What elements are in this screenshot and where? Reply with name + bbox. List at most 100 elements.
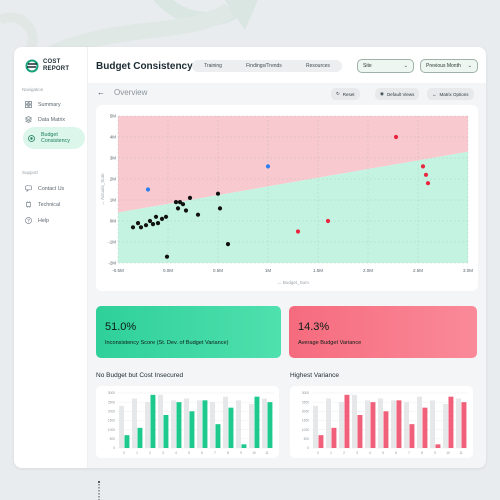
x-tick-label: 6	[201, 451, 203, 455]
tab-resources[interactable]: Resources	[305, 63, 330, 69]
bar-value	[344, 394, 350, 448]
bar-value	[228, 407, 234, 448]
tab-findings-trends[interactable]: Findings/Trends	[246, 63, 282, 69]
matrix-options-label: Matrix Options	[439, 91, 469, 97]
sidebar: COST REPORT Navigation Summary Data Matr…	[14, 47, 88, 468]
tab-bar: Training Findings/Trends Resources	[192, 60, 342, 72]
bar-value	[176, 402, 182, 448]
bar-background	[404, 402, 409, 448]
sidebar-item-contact-us[interactable]: Contact Us	[20, 181, 82, 196]
y-tick-label: 4M	[110, 135, 117, 140]
y-tick-label: 1000	[302, 428, 309, 432]
arrow-left-icon[interactable]: ←	[97, 88, 105, 97]
x-tick-label: 7	[214, 451, 216, 455]
data-point	[135, 221, 141, 226]
bar-value	[435, 444, 441, 448]
x-tick-label: 2	[149, 451, 151, 455]
sidebar-item-data-matrix[interactable]: Data Matrix	[20, 112, 82, 127]
circle-check-icon	[28, 134, 35, 142]
y-axis-label: ↔ Actuals_Sum	[100, 173, 105, 205]
data-point	[173, 200, 179, 205]
y-tick-label: 500	[304, 437, 310, 441]
bar-background	[417, 396, 422, 448]
reset-button[interactable]: ↻ Reset	[331, 88, 360, 100]
data-point	[143, 223, 149, 228]
sidebar-item-budget-consistency[interactable]: Budget Consistency	[23, 127, 85, 149]
data-point	[159, 216, 165, 221]
sidebar-item-help[interactable]: Help	[20, 213, 82, 228]
sidebar-item-technical[interactable]: Technical	[20, 197, 82, 212]
data-point	[187, 195, 193, 200]
x-axis-label: ↔ Budget_Sum	[277, 280, 309, 285]
period-select[interactable]: Previous Month ⌄	[420, 59, 478, 73]
sidebar-item-label: Data Matrix	[38, 116, 66, 123]
bar-value	[357, 415, 363, 448]
sidebar-item-summary[interactable]: Summary	[20, 97, 82, 112]
default-views-button[interactable]: ◉ Default Views	[375, 88, 420, 100]
logo-line-2: REPORT	[43, 66, 70, 72]
matrix-options-button[interactable]: ↔ Matrix Options	[427, 88, 474, 100]
y-tick-label: 0	[113, 446, 115, 450]
x-tick-label: 2.0M	[363, 268, 373, 273]
bar-background	[171, 400, 176, 448]
data-point	[138, 225, 144, 230]
y-tick-label: 2M	[110, 177, 117, 182]
data-point	[217, 206, 223, 211]
logo-text: COST REPORT	[43, 59, 69, 73]
x-tick-label: 1M	[265, 268, 272, 273]
x-tick-label: 0	[317, 451, 319, 455]
main-content: Budget Consistency Training Findings/Tre…	[88, 47, 486, 468]
bar-value	[150, 394, 156, 448]
chart-title-no-budget: No Budget but Cost Insecured	[96, 372, 184, 379]
bar-background	[262, 398, 267, 448]
x-tick-label: 8	[421, 451, 423, 455]
bar-chart-no-budget: 3000 2500 2000 1500 1000 500 0 0 1 2 3 4 5 6 7 8 9 10 11	[108, 391, 274, 455]
data-point	[215, 191, 221, 196]
bar-value	[267, 402, 273, 448]
data-point	[150, 222, 156, 227]
y-tick-label: 1500	[108, 419, 115, 423]
x-tick-label: 9	[434, 451, 436, 455]
chevron-down-icon: ⌄	[403, 63, 408, 69]
logo[interactable]: COST REPORT	[25, 59, 69, 73]
x-tick-label: 9	[240, 451, 242, 455]
kpi-label: Average Budget Variance	[298, 340, 362, 346]
x-tick-label: 6	[395, 451, 397, 455]
data-point	[163, 214, 169, 219]
x-tick-label: 2.5M	[413, 268, 423, 273]
x-tick-label: 0.0M	[163, 268, 173, 273]
site-select[interactable]: Site ⌄	[357, 59, 414, 73]
data-point	[425, 181, 431, 186]
chip-icon	[25, 201, 32, 208]
y-tick-label: 1500	[302, 419, 309, 423]
tab-training[interactable]: Training	[204, 63, 222, 69]
bar-background	[378, 398, 383, 448]
x-tick-label: 8	[227, 451, 229, 455]
bar-value	[383, 411, 389, 448]
data-point	[325, 218, 331, 224]
data-point	[175, 206, 181, 211]
y-tick-label: 3000	[302, 391, 309, 395]
section-title: Overview	[114, 88, 148, 97]
bar-background	[430, 400, 435, 448]
x-tick-label: 4	[175, 451, 177, 455]
x-tick-label: 3	[356, 451, 358, 455]
x-tick-label: 5	[382, 451, 384, 455]
y-tick-label: 3000	[108, 391, 115, 395]
bar-background	[223, 396, 228, 448]
sidebar-item-label: Contact Us	[38, 185, 65, 192]
chevron-down-icon: ⌄	[467, 63, 472, 69]
data-point	[265, 164, 271, 169]
x-tick-label: 5	[188, 451, 190, 455]
chat-icon	[25, 185, 32, 192]
support-section-title: Support	[22, 170, 38, 175]
help-icon	[25, 217, 32, 224]
x-tick-label: 3	[162, 451, 164, 455]
x-tick-label: 2	[343, 451, 345, 455]
y-tick-label: 1M	[110, 198, 117, 203]
kpi-average-budget-variance: 14.3% Average Budget Variance	[289, 306, 477, 358]
x-tick-label: 0.5M	[213, 268, 223, 273]
label-line-2: Consistency	[41, 138, 70, 144]
bar-value	[370, 402, 376, 448]
x-tick-label: 7	[408, 451, 410, 455]
